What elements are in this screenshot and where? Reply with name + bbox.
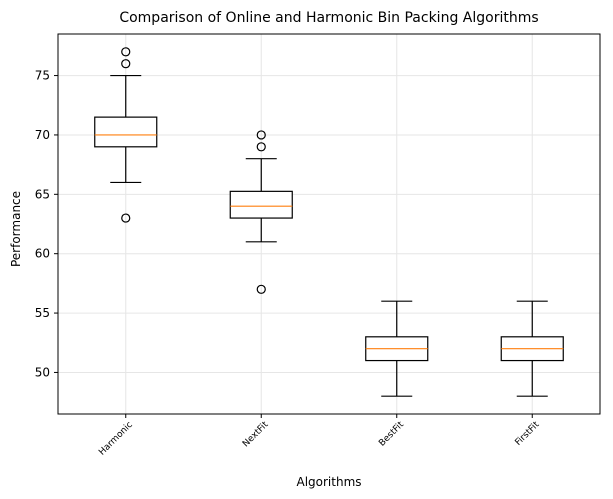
x-tick-label: NextFit [241,420,271,450]
outlier-point [121,47,131,57]
iqr-box [229,190,293,219]
outlier-point [121,59,131,69]
box-layer [94,47,564,397]
y-tick-label: 70 [35,128,50,142]
outlier-point [256,130,266,140]
y-tick-label: 55 [35,306,50,320]
chart-title: Comparison of Online and Harmonic Bin Pa… [119,10,538,26]
x-axis-label: Algorithms [296,475,361,489]
outlier-point [256,284,266,294]
outlier-point [256,142,266,152]
y-tick-label: 65 [35,187,50,201]
x-tick-label: BestFit [377,420,406,449]
x-tick-label: FirstFit [514,420,542,448]
y-tick-label: 60 [35,247,50,261]
y-axis-label: Performance [9,191,23,267]
y-tick-label: 50 [35,365,50,379]
outlier-point [121,213,131,223]
plot-frame [57,33,601,415]
y-tick-label: 75 [35,69,50,83]
iqr-box [94,116,158,148]
x-tick-label: Harmonic [97,420,135,458]
